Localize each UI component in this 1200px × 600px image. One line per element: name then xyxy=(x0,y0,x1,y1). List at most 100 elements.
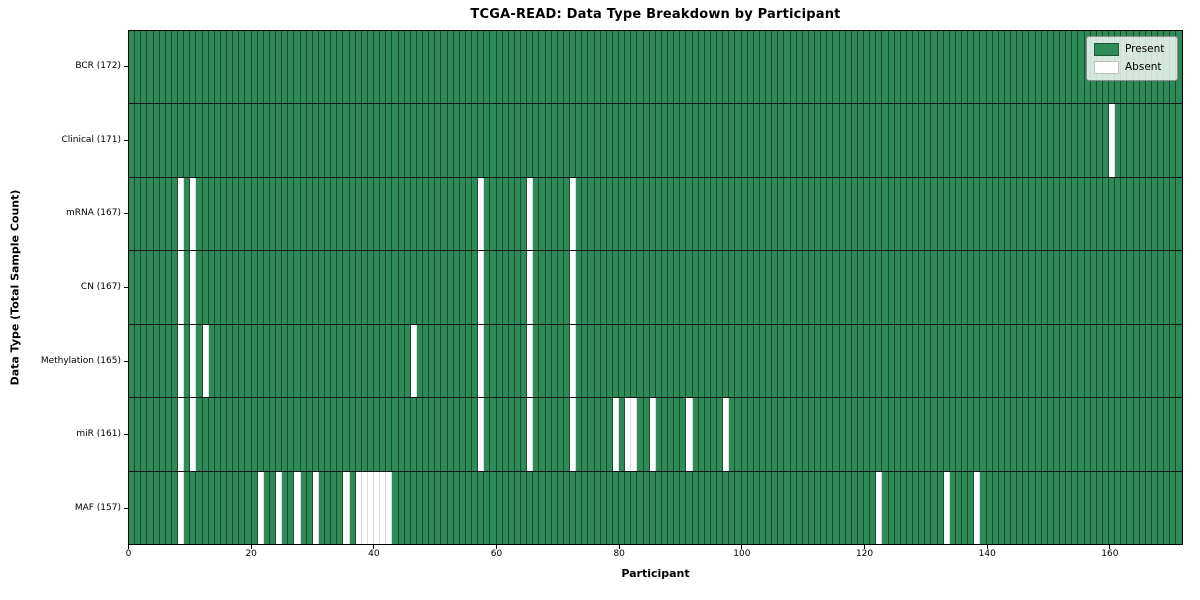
cell-present xyxy=(680,471,687,544)
cell-present xyxy=(1060,177,1067,251)
cell-present xyxy=(563,324,570,398)
cell-present xyxy=(576,177,583,251)
cell-present xyxy=(582,471,589,544)
cell-absent xyxy=(612,398,619,471)
cell-present xyxy=(594,104,601,177)
cell-present xyxy=(655,104,662,177)
cell-present xyxy=(1047,471,1054,544)
cell-present xyxy=(429,471,436,544)
cell-present xyxy=(441,177,448,251)
cell-present xyxy=(1158,471,1165,544)
cell-present xyxy=(778,398,785,471)
cell-present xyxy=(325,398,332,471)
cell-present xyxy=(900,251,907,324)
cell-present xyxy=(196,177,203,251)
cell-present xyxy=(423,31,430,104)
cell-present xyxy=(343,177,350,251)
cell-present xyxy=(1158,398,1165,471)
cell-present xyxy=(919,471,926,544)
cell-present xyxy=(502,104,509,177)
cell-present xyxy=(404,251,411,324)
cell-present xyxy=(312,104,319,177)
cell-present xyxy=(747,324,754,398)
cell-present xyxy=(1078,324,1085,398)
cell-present xyxy=(723,31,730,104)
cell-present xyxy=(1158,177,1165,251)
cell-absent xyxy=(178,471,185,544)
cell-present xyxy=(949,324,956,398)
cell-present xyxy=(129,104,136,177)
cell-present xyxy=(551,398,558,471)
cell-present xyxy=(759,324,766,398)
cell-present xyxy=(784,31,791,104)
cell-absent xyxy=(178,324,185,398)
cell-present xyxy=(208,324,215,398)
cell-present xyxy=(453,471,460,544)
cell-present xyxy=(919,251,926,324)
cell-present xyxy=(600,177,607,251)
cell-present xyxy=(220,398,227,471)
cell-present xyxy=(245,398,252,471)
cell-present xyxy=(680,104,687,177)
cell-present xyxy=(1072,471,1079,544)
cell-present xyxy=(472,104,479,177)
cell-present xyxy=(998,324,1005,398)
cell-present xyxy=(704,471,711,544)
cell-present xyxy=(827,324,834,398)
cell-present xyxy=(876,177,883,251)
cell-present xyxy=(1109,251,1116,324)
cell-present xyxy=(465,251,472,324)
cell-present xyxy=(343,31,350,104)
cell-present xyxy=(729,251,736,324)
cell-present xyxy=(337,398,344,471)
cell-present xyxy=(986,398,993,471)
cell-present xyxy=(796,471,803,544)
cell-present xyxy=(827,31,834,104)
cell-present xyxy=(980,31,987,104)
cell-present xyxy=(1084,398,1091,471)
cell-present xyxy=(276,31,283,104)
cell-present xyxy=(674,31,681,104)
cell-present xyxy=(245,251,252,324)
cell-present xyxy=(845,251,852,324)
cell-present xyxy=(637,177,644,251)
cell-present xyxy=(772,104,779,177)
matrix-row-methylation xyxy=(129,324,1182,399)
cell-present xyxy=(1084,177,1091,251)
cell-present xyxy=(674,177,681,251)
cell-present xyxy=(171,471,178,544)
cell-present xyxy=(508,104,515,177)
cell-present xyxy=(937,251,944,324)
cell-present xyxy=(1096,177,1103,251)
cell-present xyxy=(1139,104,1146,177)
cell-present xyxy=(576,251,583,324)
cell-present xyxy=(790,324,797,398)
cell-present xyxy=(1164,104,1171,177)
cell-present xyxy=(992,324,999,398)
cell-present xyxy=(557,31,564,104)
cell-absent xyxy=(478,324,485,398)
cell-present xyxy=(661,31,668,104)
cell-present xyxy=(943,251,950,324)
cell-present xyxy=(778,251,785,324)
cell-present xyxy=(631,251,638,324)
cell-present xyxy=(753,324,760,398)
cell-present xyxy=(129,177,136,251)
cell-present xyxy=(337,471,344,544)
cell-present xyxy=(998,31,1005,104)
cell-present xyxy=(367,31,374,104)
cell-present xyxy=(612,471,619,544)
cell-absent xyxy=(257,471,264,544)
cell-present xyxy=(484,471,491,544)
cell-present xyxy=(496,177,503,251)
cell-present xyxy=(931,251,938,324)
y-tick-label: CN (167) xyxy=(80,282,121,292)
cell-present xyxy=(870,177,877,251)
cell-present xyxy=(1139,398,1146,471)
cell-present xyxy=(251,324,258,398)
cell-present xyxy=(1102,251,1109,324)
cell-present xyxy=(661,324,668,398)
cell-absent xyxy=(367,471,374,544)
cell-present xyxy=(545,398,552,471)
cell-present xyxy=(459,471,466,544)
